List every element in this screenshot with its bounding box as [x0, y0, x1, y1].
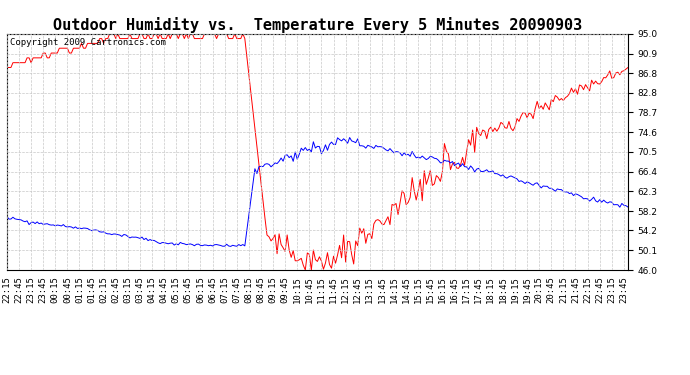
- Title: Outdoor Humidity vs.  Temperature Every 5 Minutes 20090903: Outdoor Humidity vs. Temperature Every 5…: [52, 16, 582, 33]
- Text: Copyright 2009 Cartronics.com: Copyright 2009 Cartronics.com: [10, 39, 166, 48]
